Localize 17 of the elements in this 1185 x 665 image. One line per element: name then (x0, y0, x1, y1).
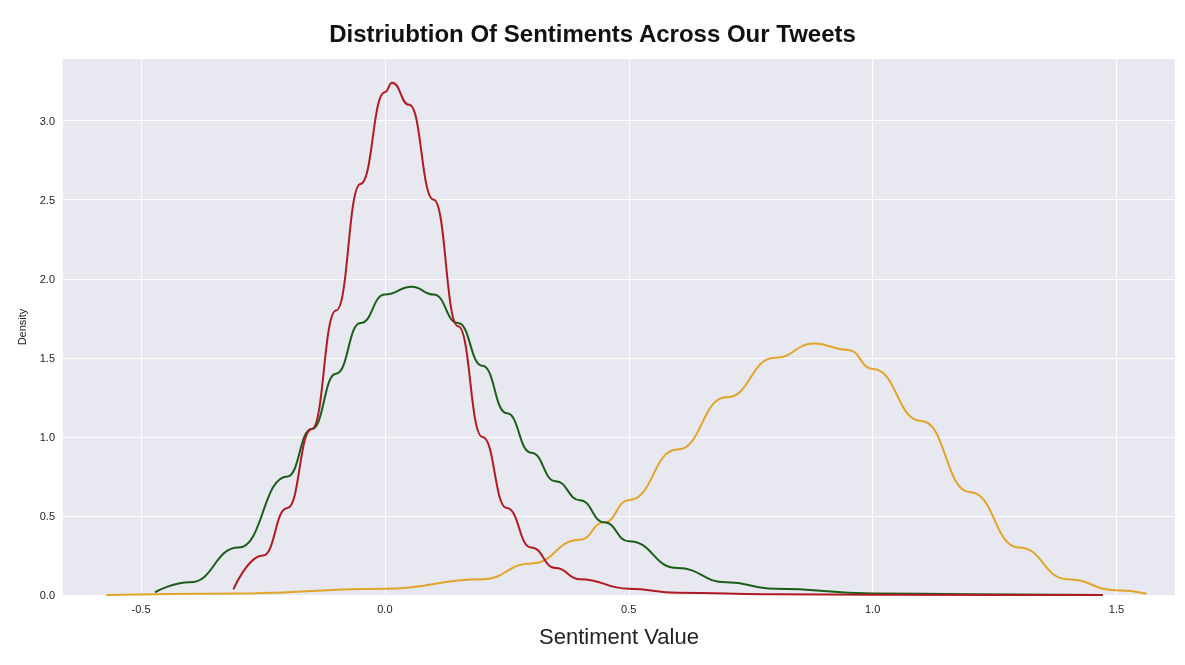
x-tick-label: -0.5 (131, 602, 151, 615)
y-tick-label: 3.0 (39, 114, 55, 127)
line-series (232, 81, 1103, 596)
y-tick-label: 2.5 (39, 193, 55, 206)
y-tick-label: 1.0 (39, 430, 55, 443)
x-tick-label: 0.5 (621, 602, 637, 615)
y-tick-label: 0.5 (39, 509, 55, 522)
x-axis-title: Sentiment Value (539, 623, 699, 649)
line-series (105, 342, 1147, 596)
y-tick-label: 0.0 (39, 589, 55, 601)
x-tick-label: 1.5 (1108, 602, 1125, 615)
x-tick-label: 1.0 (864, 602, 881, 615)
y-tick-label: 2.0 (39, 272, 55, 285)
y-tick-label: 1.5 (39, 351, 55, 364)
chart-title: Distriubtion Of Sentiments Across Our Tweets (329, 19, 856, 47)
y-axis-title: Density (15, 308, 28, 346)
x-tick-label: 0.0 (377, 602, 393, 615)
